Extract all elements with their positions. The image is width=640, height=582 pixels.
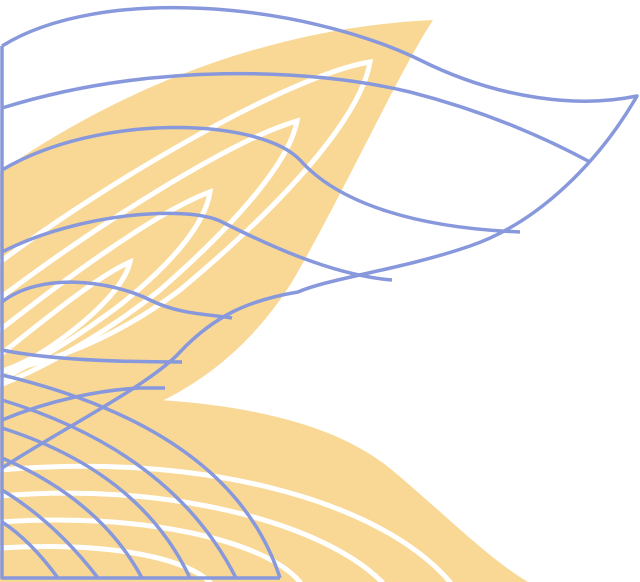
arc-line — [1, 373, 282, 579]
flag-stripe — [1, 125, 521, 234]
arc-line — [1, 456, 144, 579]
upper-leaf-shape — [0, 20, 433, 402]
flag-stripe — [1, 348, 183, 364]
flag-stripe — [1, 71, 591, 164]
arc-line — [1, 520, 60, 580]
flag-stripe — [0, 280, 233, 320]
arc-line — [1, 426, 192, 579]
contour-line — [0, 117, 301, 388]
blue-outline-lines — [0, 5, 639, 580]
left-border-line — [0, 46, 280, 580]
contour-line — [0, 188, 214, 383]
arc-line — [1, 488, 100, 580]
contour-line — [0, 463, 453, 582]
flag-stripe — [1, 386, 165, 422]
arc-line — [1, 398, 238, 579]
contour-line — [0, 517, 303, 582]
contour-line — [0, 58, 374, 375]
flag-outline — [1, 5, 639, 470]
flag-stripe — [1, 211, 393, 282]
contour-line — [0, 544, 213, 582]
white-contour-lines — [0, 58, 453, 582]
